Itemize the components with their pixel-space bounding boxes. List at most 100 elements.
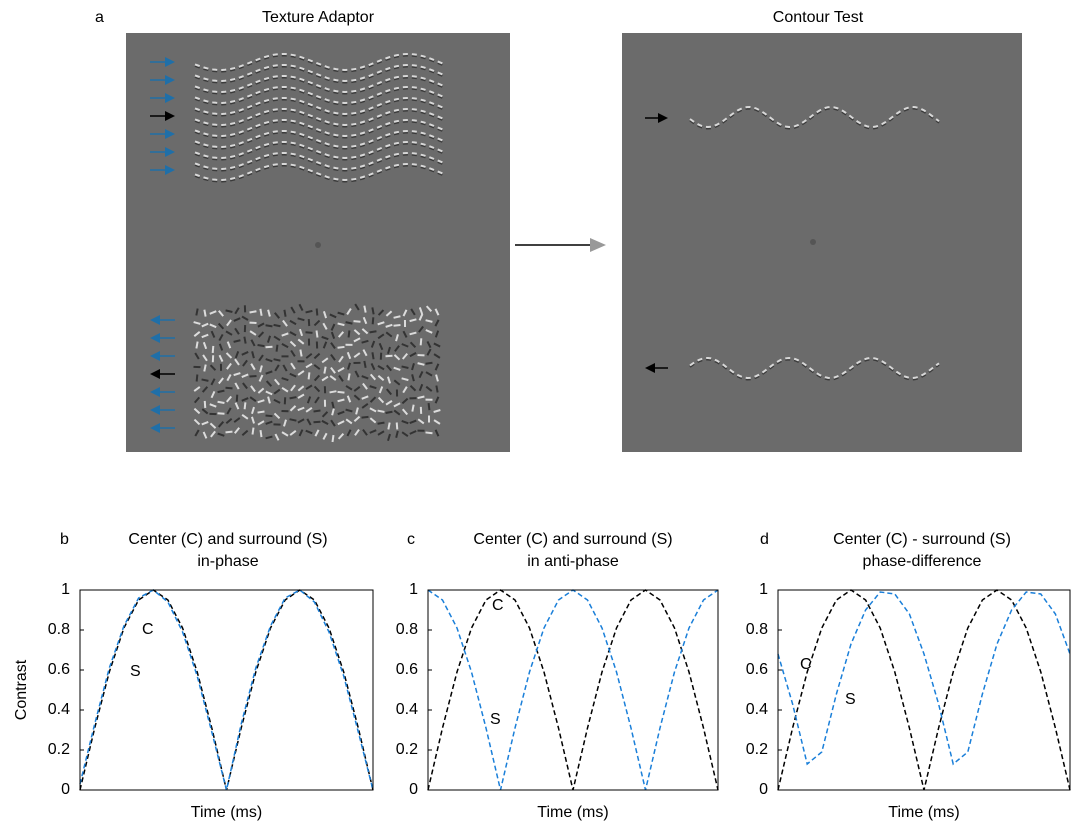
gabor bbox=[369, 396, 377, 403]
gabor bbox=[281, 431, 289, 437]
gabor bbox=[385, 364, 393, 372]
gabor bbox=[202, 341, 208, 350]
gabor bbox=[409, 419, 417, 425]
gabor bbox=[211, 345, 215, 354]
chart-title: in anti-phase bbox=[527, 553, 619, 570]
gabor bbox=[193, 321, 201, 325]
gabor bbox=[267, 396, 271, 404]
gabor bbox=[289, 396, 297, 400]
gabor bbox=[273, 398, 281, 404]
gabor bbox=[290, 362, 296, 370]
panel-title: Texture Adaptor bbox=[262, 9, 375, 26]
gabor bbox=[273, 358, 281, 362]
y-axis-label: Contrast bbox=[13, 659, 30, 720]
y-tick-label: 0 bbox=[759, 781, 768, 798]
arrow-head bbox=[165, 57, 175, 67]
gabor bbox=[330, 366, 336, 374]
panel-label: b bbox=[60, 531, 69, 548]
gabor bbox=[322, 311, 328, 319]
gabor bbox=[411, 363, 415, 371]
arrow-head bbox=[590, 238, 606, 252]
gabor bbox=[218, 343, 224, 351]
gabor bbox=[409, 385, 417, 392]
gabor bbox=[363, 305, 367, 313]
data-line bbox=[79, 589, 374, 791]
gabor bbox=[426, 341, 432, 349]
gabor bbox=[433, 353, 441, 359]
gabor bbox=[401, 343, 409, 348]
contour-light bbox=[194, 107, 445, 127]
gabor bbox=[377, 374, 385, 382]
gabor bbox=[337, 345, 345, 349]
gabor bbox=[425, 385, 433, 392]
gabor bbox=[377, 333, 385, 340]
gabor bbox=[409, 352, 417, 358]
series-label: S bbox=[130, 663, 141, 680]
gabor bbox=[273, 335, 281, 342]
gabor bbox=[234, 358, 240, 366]
gabor bbox=[417, 362, 425, 366]
gabor bbox=[377, 396, 385, 404]
gabor bbox=[201, 408, 209, 415]
gabor bbox=[409, 430, 417, 435]
chart-title: Center (C) - surround (S) bbox=[833, 531, 1011, 548]
panel-label: c bbox=[407, 531, 415, 548]
gabor bbox=[201, 420, 209, 426]
gabor bbox=[241, 397, 249, 402]
gabor bbox=[337, 322, 345, 327]
gabor bbox=[377, 364, 385, 371]
gabor bbox=[225, 418, 233, 425]
gabor bbox=[425, 305, 433, 312]
gabor bbox=[345, 385, 353, 391]
data-line bbox=[777, 589, 1071, 791]
gabor bbox=[210, 330, 216, 338]
axes-box bbox=[427, 589, 719, 791]
gabor bbox=[425, 319, 433, 323]
gabor bbox=[242, 359, 248, 367]
gabor bbox=[233, 339, 241, 343]
gabor bbox=[233, 372, 241, 377]
gabor bbox=[338, 355, 344, 363]
gabor bbox=[267, 309, 271, 317]
gabor bbox=[353, 329, 361, 336]
gabor bbox=[234, 402, 240, 410]
gabor bbox=[354, 370, 360, 378]
gabor bbox=[265, 324, 273, 328]
gabor bbox=[249, 310, 257, 314]
gabor bbox=[337, 367, 345, 373]
gabor bbox=[234, 382, 240, 390]
gabor bbox=[337, 420, 345, 426]
contour-dark bbox=[194, 98, 445, 117]
contour-dark bbox=[194, 142, 445, 161]
gabor bbox=[361, 395, 369, 400]
gabor bbox=[274, 364, 280, 372]
arrow-head bbox=[150, 387, 160, 397]
gabor bbox=[418, 307, 424, 315]
y-tick-label: 0.8 bbox=[396, 621, 418, 638]
gabor bbox=[337, 410, 345, 416]
gabor bbox=[401, 365, 409, 369]
gabor bbox=[257, 387, 265, 394]
gabor bbox=[409, 318, 417, 323]
y-tick-label: 1 bbox=[409, 581, 418, 598]
gabor bbox=[250, 363, 256, 371]
gabor bbox=[201, 322, 209, 328]
gabor bbox=[259, 308, 263, 316]
gabor bbox=[243, 402, 247, 410]
y-tick-label: 0 bbox=[61, 781, 70, 798]
gabor bbox=[250, 339, 256, 347]
gabor bbox=[346, 307, 352, 315]
gabor bbox=[385, 388, 393, 396]
gabor bbox=[305, 407, 313, 413]
gabor bbox=[234, 351, 240, 359]
axes-box bbox=[777, 589, 1071, 791]
gabor bbox=[193, 386, 201, 392]
gabor bbox=[265, 370, 273, 375]
gabor bbox=[345, 418, 353, 425]
gabor bbox=[401, 431, 409, 437]
gabor bbox=[387, 346, 391, 355]
gabor bbox=[298, 303, 304, 311]
gabor bbox=[249, 396, 257, 402]
gabor bbox=[337, 331, 345, 338]
series-label: S bbox=[845, 691, 856, 708]
